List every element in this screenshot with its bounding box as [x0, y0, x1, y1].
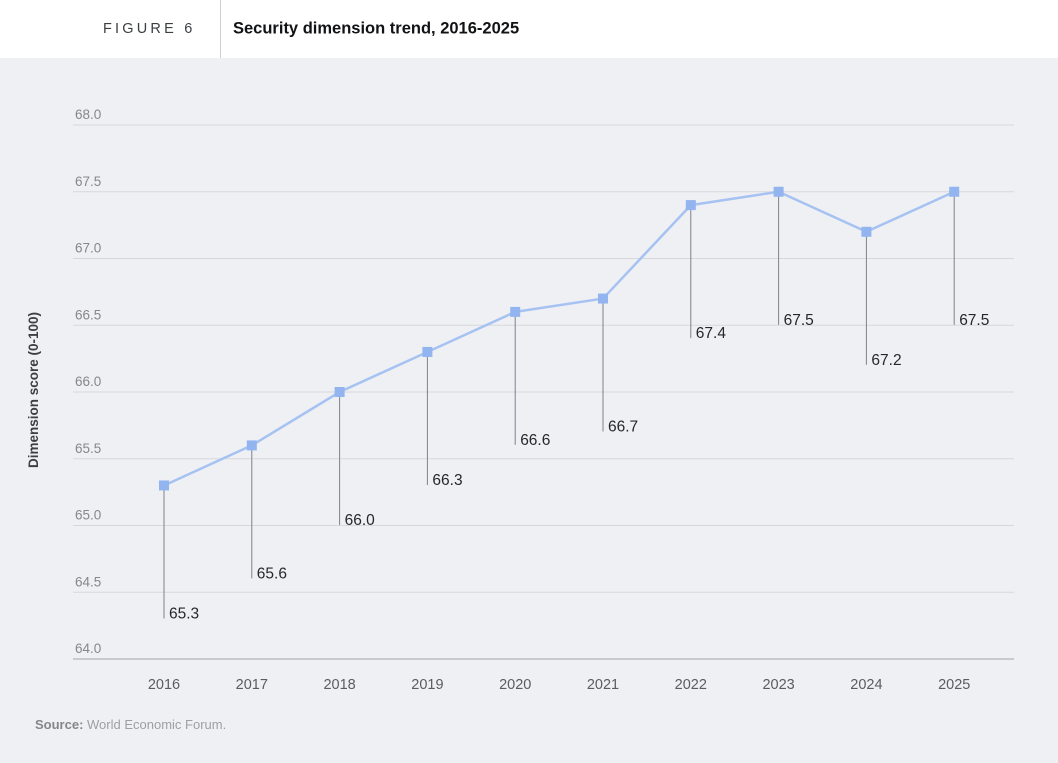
- data-point-label: 66.3: [432, 472, 462, 489]
- source-text: World Economic Forum.: [87, 717, 227, 732]
- x-tick-label: 2025: [938, 677, 970, 693]
- y-axis-title: Dimension score (0-100): [26, 312, 41, 468]
- source-line: Source: World Economic Forum.: [35, 717, 226, 733]
- data-point-marker: [510, 306, 521, 317]
- data-point-label: 67.5: [959, 312, 989, 329]
- x-tick-label: 2020: [499, 677, 531, 693]
- y-tick-label: 67.5: [75, 174, 101, 189]
- x-tick-label: 2024: [850, 677, 882, 693]
- figure-number-label: FIGURE 6: [103, 21, 196, 37]
- data-point-label: 66.7: [608, 419, 638, 436]
- data-point-marker: [598, 293, 608, 304]
- data-point-label: 67.4: [696, 325, 727, 342]
- data-point-marker: [949, 186, 960, 197]
- x-tick-label: 2023: [762, 677, 794, 693]
- x-tick-label: 2022: [675, 677, 707, 693]
- x-tick-label: 2016: [148, 677, 180, 693]
- header-divider: [220, 0, 221, 58]
- y-tick-label: 64.0: [75, 641, 101, 656]
- trend-line-chart: 64.0 64.5 65.0 65.5 66.0 66.5 67.0 67.5 68.0 2016…: [26, 107, 1014, 693]
- chart-area: 64.0 64.5 65.0 65.5 66.0 66.5 67.0 67.5 68.0 2016…: [0, 58, 1058, 763]
- y-tick-label: 67.0: [75, 241, 101, 256]
- data-point-marker: [685, 200, 696, 211]
- source-label: Source:: [35, 717, 88, 732]
- trend-line: [162, 190, 956, 487]
- data-point-label: 67.2: [871, 352, 901, 369]
- data-point-marker: [861, 226, 872, 237]
- data-point-label: 67.5: [784, 312, 814, 329]
- data-point-marker: [422, 346, 433, 357]
- x-tick-label: 2019: [411, 677, 443, 693]
- y-tick-label: 65.5: [75, 441, 101, 456]
- data-point-marker: [159, 480, 169, 491]
- y-tick-label: 65.0: [75, 508, 101, 523]
- y-tick-label: 66.0: [75, 374, 101, 389]
- x-tick-label: 2021: [587, 677, 619, 693]
- data-point-label: 66.6: [520, 432, 550, 449]
- data-point-label: 65.6: [257, 565, 287, 582]
- y-tick-label: 64.5: [75, 574, 101, 589]
- figure-header: FIGURE 6 Security dimension trend, 2016-…: [0, 0, 1058, 58]
- data-point-label: 65.3: [169, 605, 199, 622]
- x-tick-label: 2018: [323, 677, 355, 693]
- x-tick-label: 2017: [236, 677, 268, 693]
- data-point-label: 66.0: [345, 512, 376, 529]
- data-point-marker: [334, 387, 345, 397]
- y-tick-label: 68.0: [75, 107, 101, 122]
- figure-title: Security dimension trend, 2016-2025: [233, 19, 520, 38]
- y-tick-label: 66.5: [75, 307, 101, 322]
- data-point-marker: [773, 186, 784, 197]
- data-point-marker: [246, 440, 257, 451]
